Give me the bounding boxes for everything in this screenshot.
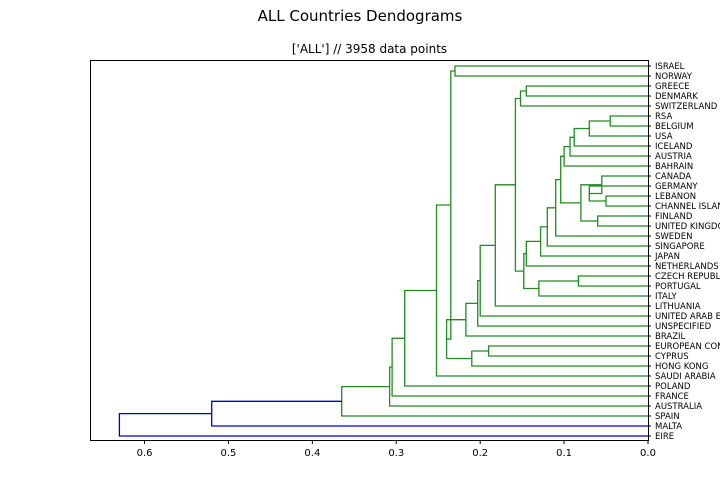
- leaf-label: SAUDI ARABIA: [655, 372, 716, 382]
- leaf-label: EIRE: [655, 432, 674, 442]
- dendrogram-link: [609, 115, 648, 127]
- dendrogram-link: [525, 240, 648, 267]
- x-tick-label: 0.1: [556, 448, 572, 459]
- x-tick-label: 0.3: [388, 448, 404, 459]
- leaf-label: SWITZERLAND: [655, 102, 718, 112]
- leaf-label: CHANNEL ISLANDS: [655, 202, 720, 212]
- leaf-label: BELGIUM: [655, 122, 694, 132]
- leaf-label: FRANCE: [655, 392, 689, 402]
- dendrogram-link: [546, 207, 648, 247]
- plot-subtitle: ['ALL'] // 3958 data points: [291, 42, 448, 56]
- x-tick-label: 0.4: [304, 448, 320, 459]
- dendrogram-link: [435, 204, 648, 377]
- leaf-label: SINGAPORE: [655, 242, 705, 252]
- leaf-label: UNSPECIFIED: [655, 322, 712, 332]
- dendrogram-link: [487, 345, 648, 357]
- dendrogram-link: [211, 400, 648, 427]
- dendrogram-link: [588, 120, 648, 137]
- leaf-label: UNITED ARAB EMIRATES: [655, 312, 720, 322]
- leaf-label: FINLAND: [655, 212, 693, 222]
- leaf-label: AUSTRALIA: [655, 402, 702, 412]
- dendrogram-link: [605, 195, 648, 207]
- leaf-label: GERMANY: [655, 182, 698, 192]
- leaf-label: CZECH REPUBLIC: [655, 272, 720, 282]
- leaf-label: NORWAY: [655, 72, 693, 82]
- dendrogram-link: [538, 280, 648, 297]
- leaf-label: GREECE: [655, 82, 690, 92]
- dendrogram-link: [539, 226, 648, 257]
- dendrogram-link: [573, 127, 648, 147]
- leaf-label: ICELAND: [655, 142, 693, 152]
- leaf-label: CYPRUS: [655, 352, 689, 362]
- leaf-label: RSA: [655, 112, 672, 122]
- dendrogram-links: [118, 65, 648, 437]
- dendrogram-link: [404, 289, 648, 387]
- dendrogram-link: [519, 90, 648, 107]
- x-tick-label: 0.2: [472, 448, 488, 459]
- leaf-label: MALTA: [655, 422, 682, 432]
- leaf-label: JAPAN: [654, 252, 680, 262]
- leaf-label: SPAIN: [655, 412, 680, 422]
- dendrogram-link: [471, 350, 648, 367]
- leaf-label: EUROPEAN COMMUNITY: [655, 342, 720, 352]
- leaf-label: BRAZIL: [655, 332, 686, 342]
- x-axis: 0.6 0.5 0.4 0.3 0.2 0.1 0.0: [137, 440, 656, 459]
- dendrogram-link: [118, 412, 648, 437]
- x-tick-label: 0.0: [640, 448, 656, 459]
- leaf-label: NETHERLANDS: [655, 262, 719, 272]
- dendrogram-link: [477, 280, 648, 327]
- leaf-label: PORTUGAL: [655, 282, 701, 292]
- dendrogram-link: [341, 385, 648, 417]
- leaf-label: ISRAEL: [655, 62, 685, 72]
- dendrogram-link: [391, 337, 648, 397]
- dendrogram-link: [454, 65, 648, 77]
- leaf-label: LEBANON: [655, 192, 696, 202]
- leaf-label: SWEDEN: [655, 232, 692, 242]
- leaf-label: ITALY: [655, 292, 677, 302]
- dendrogram-link: [465, 302, 648, 337]
- leaf-label: DENMARK: [655, 92, 698, 102]
- leaf-label: HONG KONG: [655, 362, 708, 372]
- leaf-label: UNITED KINGDOM: [655, 222, 720, 232]
- dendrogram-link: [525, 85, 648, 97]
- leaf-labels: ISRAELNORWAYGREECEDENMARKSWITZERLANDRSAB…: [648, 62, 720, 442]
- plot-frame: [90, 60, 649, 441]
- x-tick-label: 0.5: [220, 448, 236, 459]
- dendrogram-link: [597, 215, 648, 227]
- leaf-label: USA: [655, 132, 673, 142]
- x-tick-label: 0.6: [137, 448, 153, 459]
- leaf-label: AUSTRIA: [655, 152, 692, 162]
- leaf-label: LITHUANIA: [655, 302, 701, 312]
- dendrogram-link: [577, 275, 648, 287]
- dendrogram-link: [514, 97, 524, 272]
- figure-title: ALL Countries Dendograms: [257, 7, 463, 25]
- leaf-label: BAHRAIN: [655, 162, 693, 172]
- leaf-label: POLAND: [655, 382, 691, 392]
- leaf-label: CANADA: [655, 172, 691, 182]
